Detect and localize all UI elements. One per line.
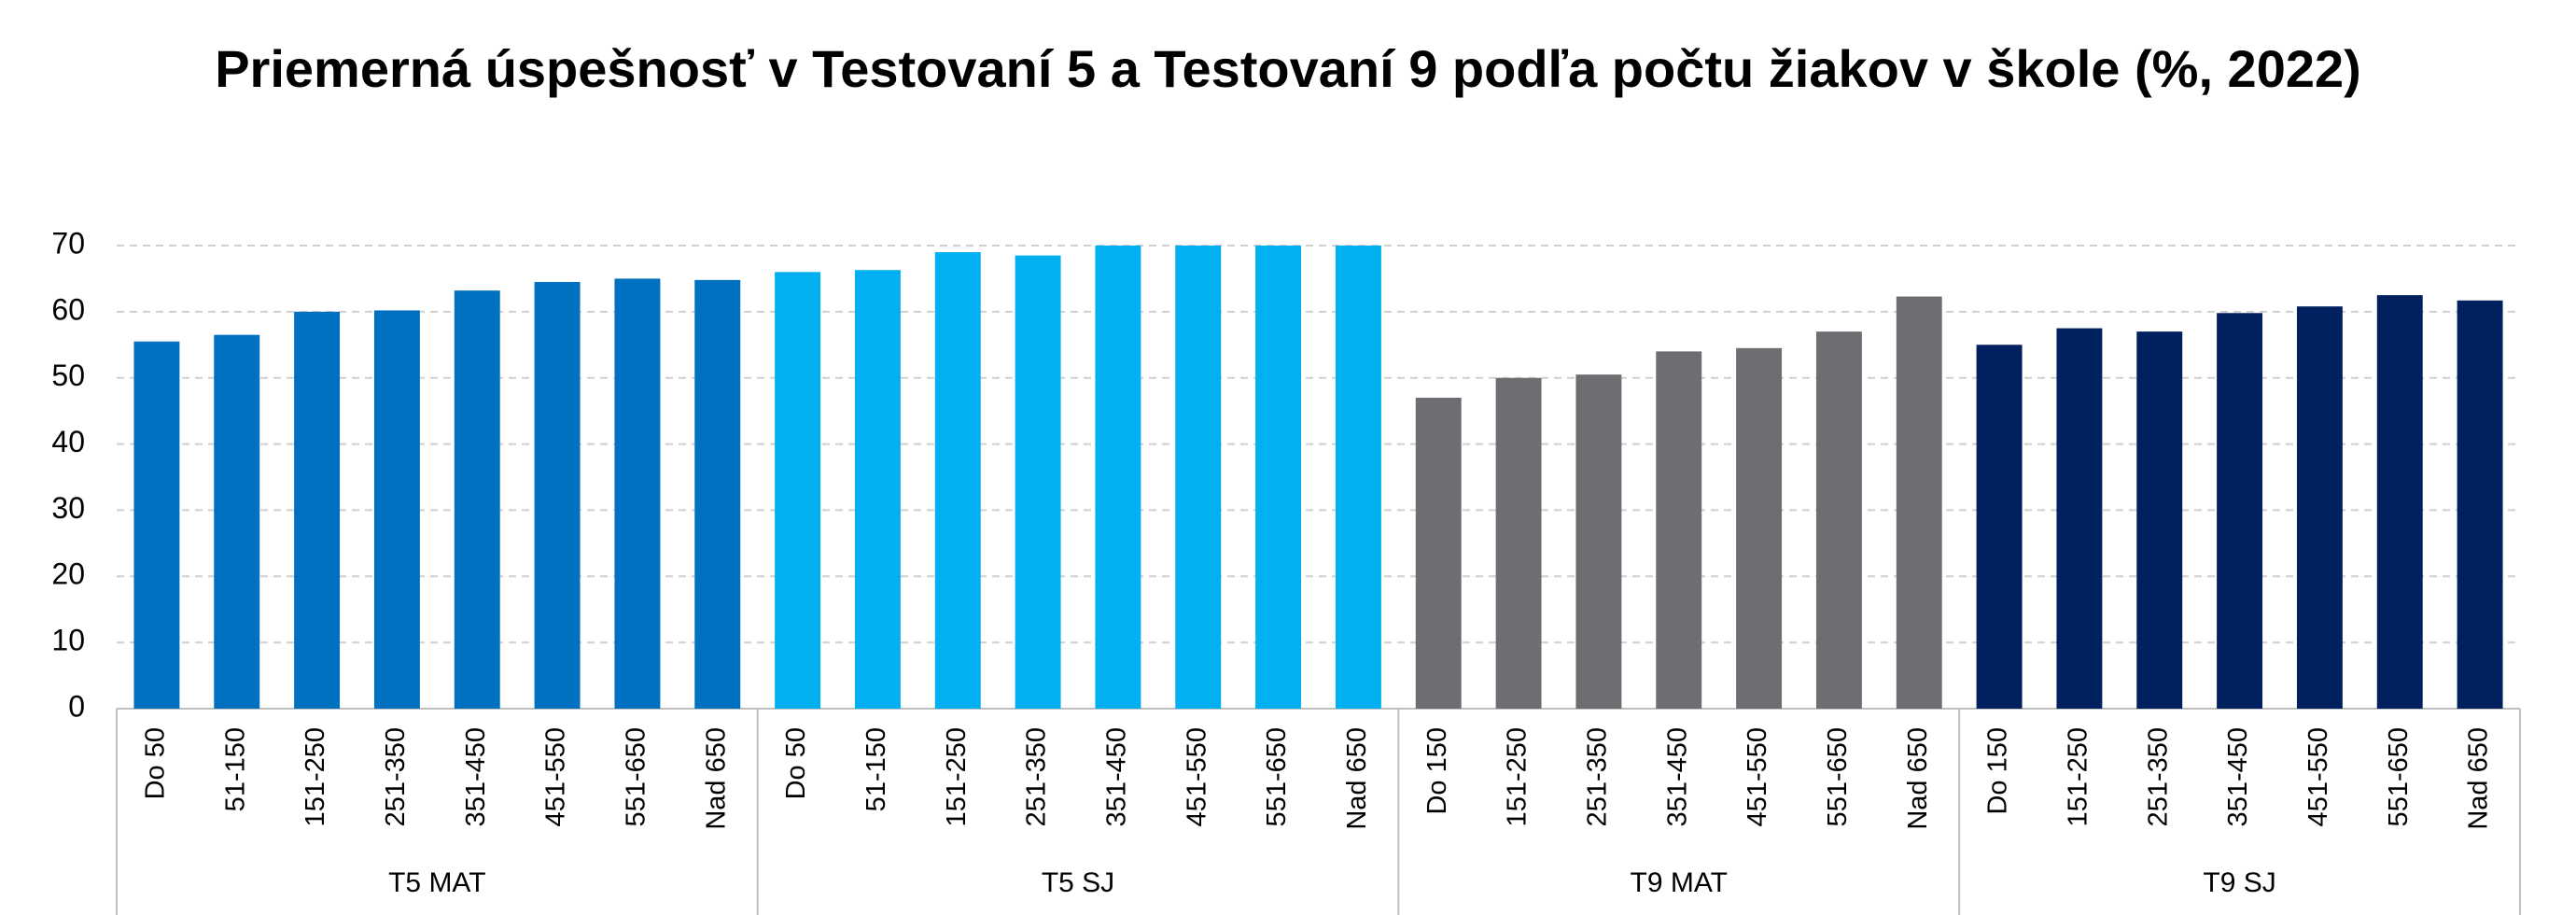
x-tick-label: 351-450	[461, 727, 491, 826]
group-label: T9 MAT	[1631, 867, 1728, 898]
x-tick-label: 551-650	[622, 727, 651, 826]
x-tick-label: 551-650	[1262, 727, 1292, 826]
bar	[454, 290, 500, 709]
x-tick-label: Nad 650	[701, 727, 731, 830]
y-tick-label: 0	[68, 689, 85, 723]
y-tick-label: 40	[51, 425, 85, 458]
bar	[1415, 397, 1462, 709]
bar	[1015, 255, 1061, 709]
bar	[294, 311, 341, 709]
bar	[1255, 246, 1302, 709]
group-label: T5 MAT	[388, 867, 485, 898]
x-tick-label: 451-550	[541, 727, 571, 826]
x-tick-label: 251-350	[1583, 727, 1613, 826]
x-tick-label: 551-650	[2384, 727, 2414, 826]
x-tick-label: Nad 650	[1342, 727, 1372, 830]
bar	[694, 279, 741, 709]
x-tick-label: 551-650	[1823, 727, 1853, 826]
y-tick-label: 60	[51, 292, 85, 326]
y-tick-label: 20	[51, 557, 85, 591]
group-label: T9 SJ	[2203, 867, 2275, 898]
bar	[1896, 296, 1942, 709]
bar	[1335, 246, 1381, 709]
bar	[1976, 345, 2023, 709]
bar	[1656, 351, 1702, 709]
chart-title: Priemerná úspešnosť v Testovaní 5 a Test…	[215, 39, 2361, 98]
x-tick-label: 251-350	[1022, 727, 1052, 826]
bar	[2056, 328, 2103, 709]
y-tick-label: 50	[51, 359, 85, 392]
bar	[2296, 306, 2343, 709]
bar	[1736, 347, 1783, 709]
group-label: T5 SJ	[1042, 867, 1114, 898]
x-tick-label: 151-250	[942, 727, 972, 826]
x-tick-label: Do 50	[781, 727, 811, 799]
bar	[373, 310, 420, 709]
x-tick-label: 451-550	[2303, 727, 2333, 826]
bar	[2457, 300, 2503, 709]
bar	[133, 341, 180, 709]
x-tick-label: Do 150	[1983, 727, 2013, 815]
bar	[2136, 331, 2183, 709]
bar	[2217, 313, 2263, 709]
bar	[1575, 374, 1622, 709]
y-tick-label: 30	[51, 491, 85, 525]
x-tick-label: 151-250	[2064, 727, 2093, 826]
bar	[614, 278, 661, 709]
x-tick-label: 251-350	[381, 727, 411, 826]
x-tick-label: Do 50	[141, 727, 171, 799]
bar	[2376, 295, 2423, 709]
bar	[214, 334, 260, 709]
bar	[1815, 331, 1862, 709]
x-tick-label: Do 150	[1422, 727, 1452, 815]
x-tick-label: 351-450	[1662, 727, 1692, 826]
x-tick-label: 451-550	[1743, 727, 1772, 826]
bar	[934, 252, 981, 709]
y-tick-label: 10	[51, 624, 85, 657]
y-tick-label: 70	[51, 226, 85, 260]
x-tick-label: 151-250	[1503, 727, 1533, 826]
x-tick-label: 351-450	[2223, 727, 2253, 826]
x-tick-label: 51-150	[861, 727, 891, 811]
x-tick-label: 451-550	[1182, 727, 1211, 826]
bar	[1495, 377, 1542, 709]
bar	[1175, 246, 1222, 709]
x-tick-label: Nad 650	[1903, 727, 1933, 830]
x-tick-label: 251-350	[2143, 727, 2173, 826]
bar	[1095, 246, 1141, 709]
x-tick-label: 351-450	[1102, 727, 1132, 826]
x-tick-label: 151-250	[301, 727, 330, 826]
x-tick-label: Nad 650	[2464, 727, 2494, 830]
x-tick-label: 51-150	[220, 727, 250, 811]
bar	[854, 270, 901, 709]
bar	[534, 281, 581, 709]
bar	[775, 272, 821, 709]
